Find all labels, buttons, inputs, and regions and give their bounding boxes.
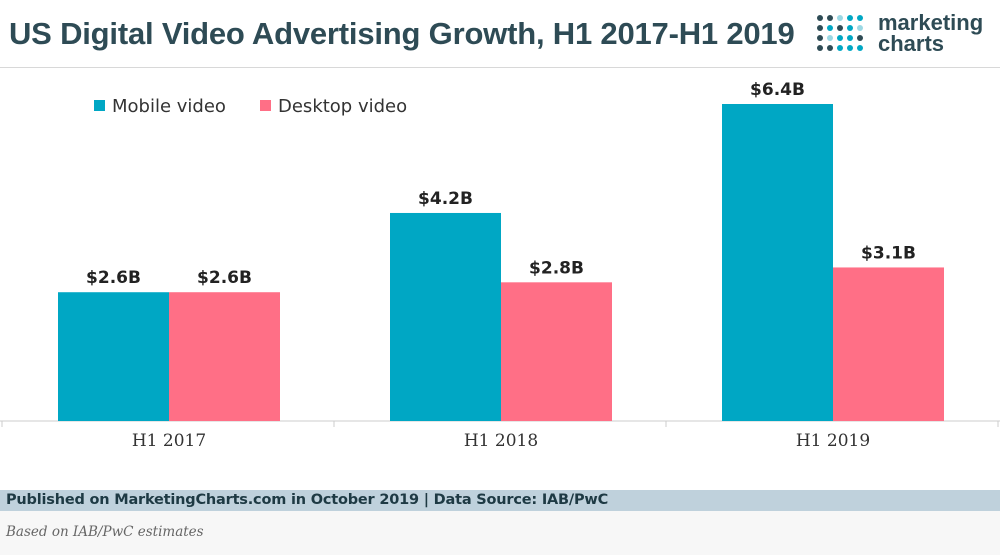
footer-note: Based on IAB/PwC estimates xyxy=(6,524,204,540)
brand-logo: marketing charts xyxy=(816,12,996,60)
bar-desktop-2 xyxy=(833,267,944,421)
legend-item-desktop: Desktop video xyxy=(260,96,407,117)
x-tick-label: H1 2018 xyxy=(464,431,538,451)
footer-published: Published on MarketingCharts.com in Octo… xyxy=(6,492,609,508)
data-label: $2.8B xyxy=(529,258,584,278)
brand-wordmark: marketing charts xyxy=(878,10,984,56)
x-tick-label: H1 2017 xyxy=(132,431,206,451)
legend-swatch-desktop xyxy=(260,99,271,111)
data-label: $2.6B xyxy=(86,268,141,288)
bar-chart: $2.6B $2.6B H1 2017 $4.2B $2.8B H1 2018 $6.4B $… xyxy=(0,80,1000,451)
legend-label-mobile: Mobile video xyxy=(112,96,226,117)
bar-mobile-0 xyxy=(58,292,169,421)
bar-mobile-1 xyxy=(390,212,501,421)
x-tick-label: H1 2019 xyxy=(796,431,870,451)
legend-label-desktop: Desktop video xyxy=(278,96,408,117)
bar-mobile-2 xyxy=(722,104,833,421)
data-label: $2.6B xyxy=(197,268,252,288)
data-label: $3.1B xyxy=(861,243,916,263)
legend-swatch-mobile xyxy=(94,99,105,111)
legend-item-mobile: Mobile video xyxy=(94,96,226,117)
brand-line-1: marketing xyxy=(878,10,984,35)
data-label: $4.2B xyxy=(418,189,473,209)
footer-note-area: Based on IAB/PwC estimates xyxy=(0,511,1000,555)
data-label: $6.4B xyxy=(750,80,805,100)
header-divider xyxy=(0,67,1000,68)
bar-desktop-1 xyxy=(501,282,612,421)
dot-grid-logo-icon xyxy=(817,15,863,51)
bar-desktop-0 xyxy=(169,292,280,421)
page-title: US Digital Video Advertising Growth, H1 … xyxy=(9,16,795,51)
brand-line-2: charts xyxy=(878,31,945,56)
footer-bar: Published on MarketingCharts.com in Octo… xyxy=(0,490,1000,511)
